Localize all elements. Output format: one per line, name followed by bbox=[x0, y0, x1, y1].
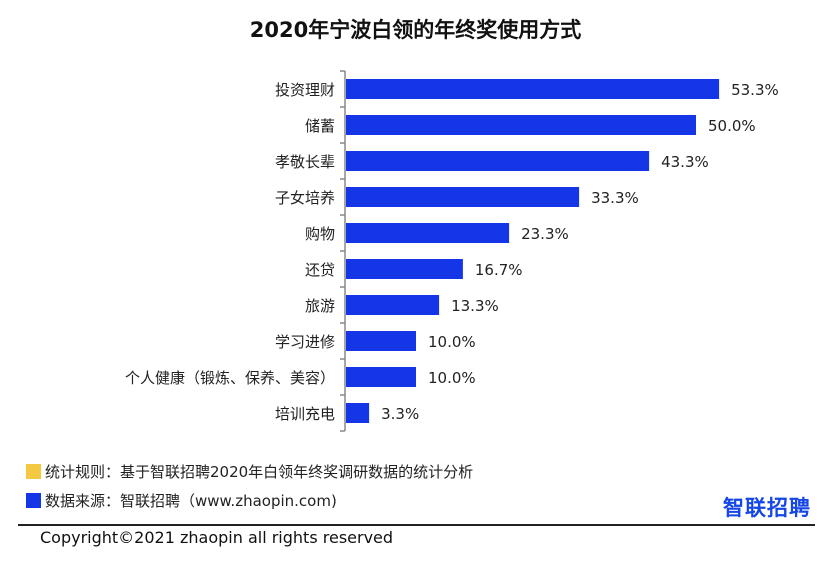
yellow-square-icon bbox=[26, 464, 41, 479]
category-label: 子女培养 bbox=[275, 189, 335, 207]
bar bbox=[346, 79, 720, 99]
blue-square-icon bbox=[26, 493, 41, 508]
value-label: 10.0% bbox=[428, 333, 476, 351]
bar-chart: 投资理财 53.3% 储蓄 50.0% 孝敬长辈 43.3% 子女培养 33.3% 购物 23.3… bbox=[125, 70, 779, 432]
value-label: 3.3% bbox=[381, 405, 419, 423]
value-label: 43.3% bbox=[661, 153, 709, 171]
chart-title: 2020年宁波白领的年终奖使用方式 bbox=[249, 18, 582, 42]
data-source-text: 数据来源：智联招聘（www.zhaopin.com) bbox=[45, 492, 337, 510]
bar bbox=[346, 151, 650, 171]
category-label: 个人健康（锻炼、保养、美容） bbox=[125, 369, 335, 387]
bar bbox=[346, 403, 370, 423]
bar bbox=[346, 331, 416, 351]
value-label: 33.3% bbox=[591, 189, 639, 207]
footer-divider bbox=[18, 524, 815, 526]
category-label: 学习进修 bbox=[275, 333, 335, 351]
category-label: 购物 bbox=[305, 225, 335, 243]
value-label: 23.3% bbox=[521, 225, 569, 243]
value-label: 10.0% bbox=[428, 369, 476, 387]
value-label: 13.3% bbox=[451, 297, 499, 315]
category-label: 孝敬长辈 bbox=[275, 153, 335, 171]
bar bbox=[346, 367, 416, 387]
category-label: 旅游 bbox=[305, 297, 335, 315]
stat-rule-text: 统计规则：基于智联招聘2020年白领年终奖调研数据的统计分析 bbox=[45, 463, 474, 481]
zhaopin-logo: 智联招聘 bbox=[723, 496, 811, 520]
value-label: 53.3% bbox=[731, 81, 779, 99]
value-label: 50.0% bbox=[708, 117, 756, 135]
bar bbox=[346, 259, 463, 279]
bar bbox=[346, 115, 696, 135]
bar bbox=[346, 295, 440, 315]
copyright-text: Copyright©2021 zhaopin all rights reserv… bbox=[40, 528, 394, 547]
bar bbox=[346, 223, 510, 243]
bar bbox=[346, 187, 580, 207]
data-source-note: 数据来源：智联招聘（www.zhaopin.com) bbox=[26, 490, 337, 511]
category-label: 还贷 bbox=[305, 261, 335, 279]
stat-rule-note: 统计规则：基于智联招聘2020年白领年终奖调研数据的统计分析 bbox=[26, 461, 473, 482]
category-label: 储蓄 bbox=[305, 117, 335, 135]
category-label: 培训充电 bbox=[275, 405, 335, 423]
category-label: 投资理财 bbox=[275, 81, 335, 99]
value-label: 16.7% bbox=[475, 261, 523, 279]
